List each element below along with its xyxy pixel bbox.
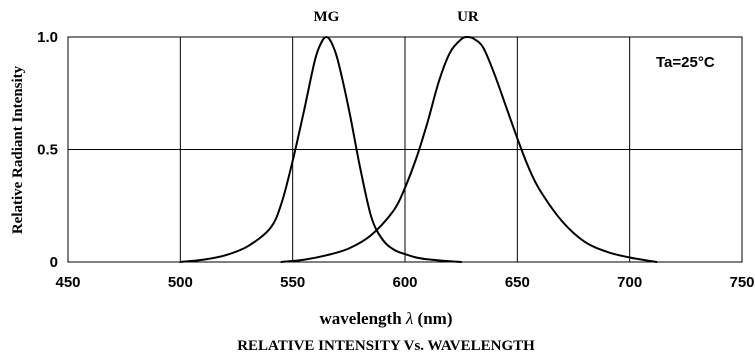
curves: MG UR (179, 9, 658, 263)
grid (67, 36, 743, 263)
x-axis-label: wavelength λ (nm) (320, 309, 453, 328)
x-tick-label: 600 (392, 274, 417, 291)
x-tick-label: 500 (168, 274, 193, 291)
y-axis-label: Relative Radiant Intensity (10, 65, 26, 234)
x-tick-label: 550 (280, 274, 305, 291)
series-mg-label: MG (313, 9, 339, 25)
series-ur-line (280, 35, 658, 263)
x-tick-label: 650 (505, 274, 530, 291)
x-tick-label: 700 (617, 274, 642, 291)
series-ur-label: UR (457, 9, 479, 25)
series-mg-line (179, 36, 463, 263)
temperature-annotation: Ta=25°C (656, 54, 715, 71)
x-tick-label: 450 (55, 274, 80, 291)
y-tick-label: 1.0 (37, 29, 58, 46)
tick-labels: 450 500 550 600 650 700 750 0 0.5 1.0 (37, 29, 754, 291)
x-tick-label: 750 (729, 274, 754, 291)
y-tick-label: 0 (50, 254, 58, 271)
chart-title: RELATIVE INTENSITY Vs. WAVELENGTH (237, 338, 535, 354)
y-tick-label: 0.5 (37, 142, 58, 159)
